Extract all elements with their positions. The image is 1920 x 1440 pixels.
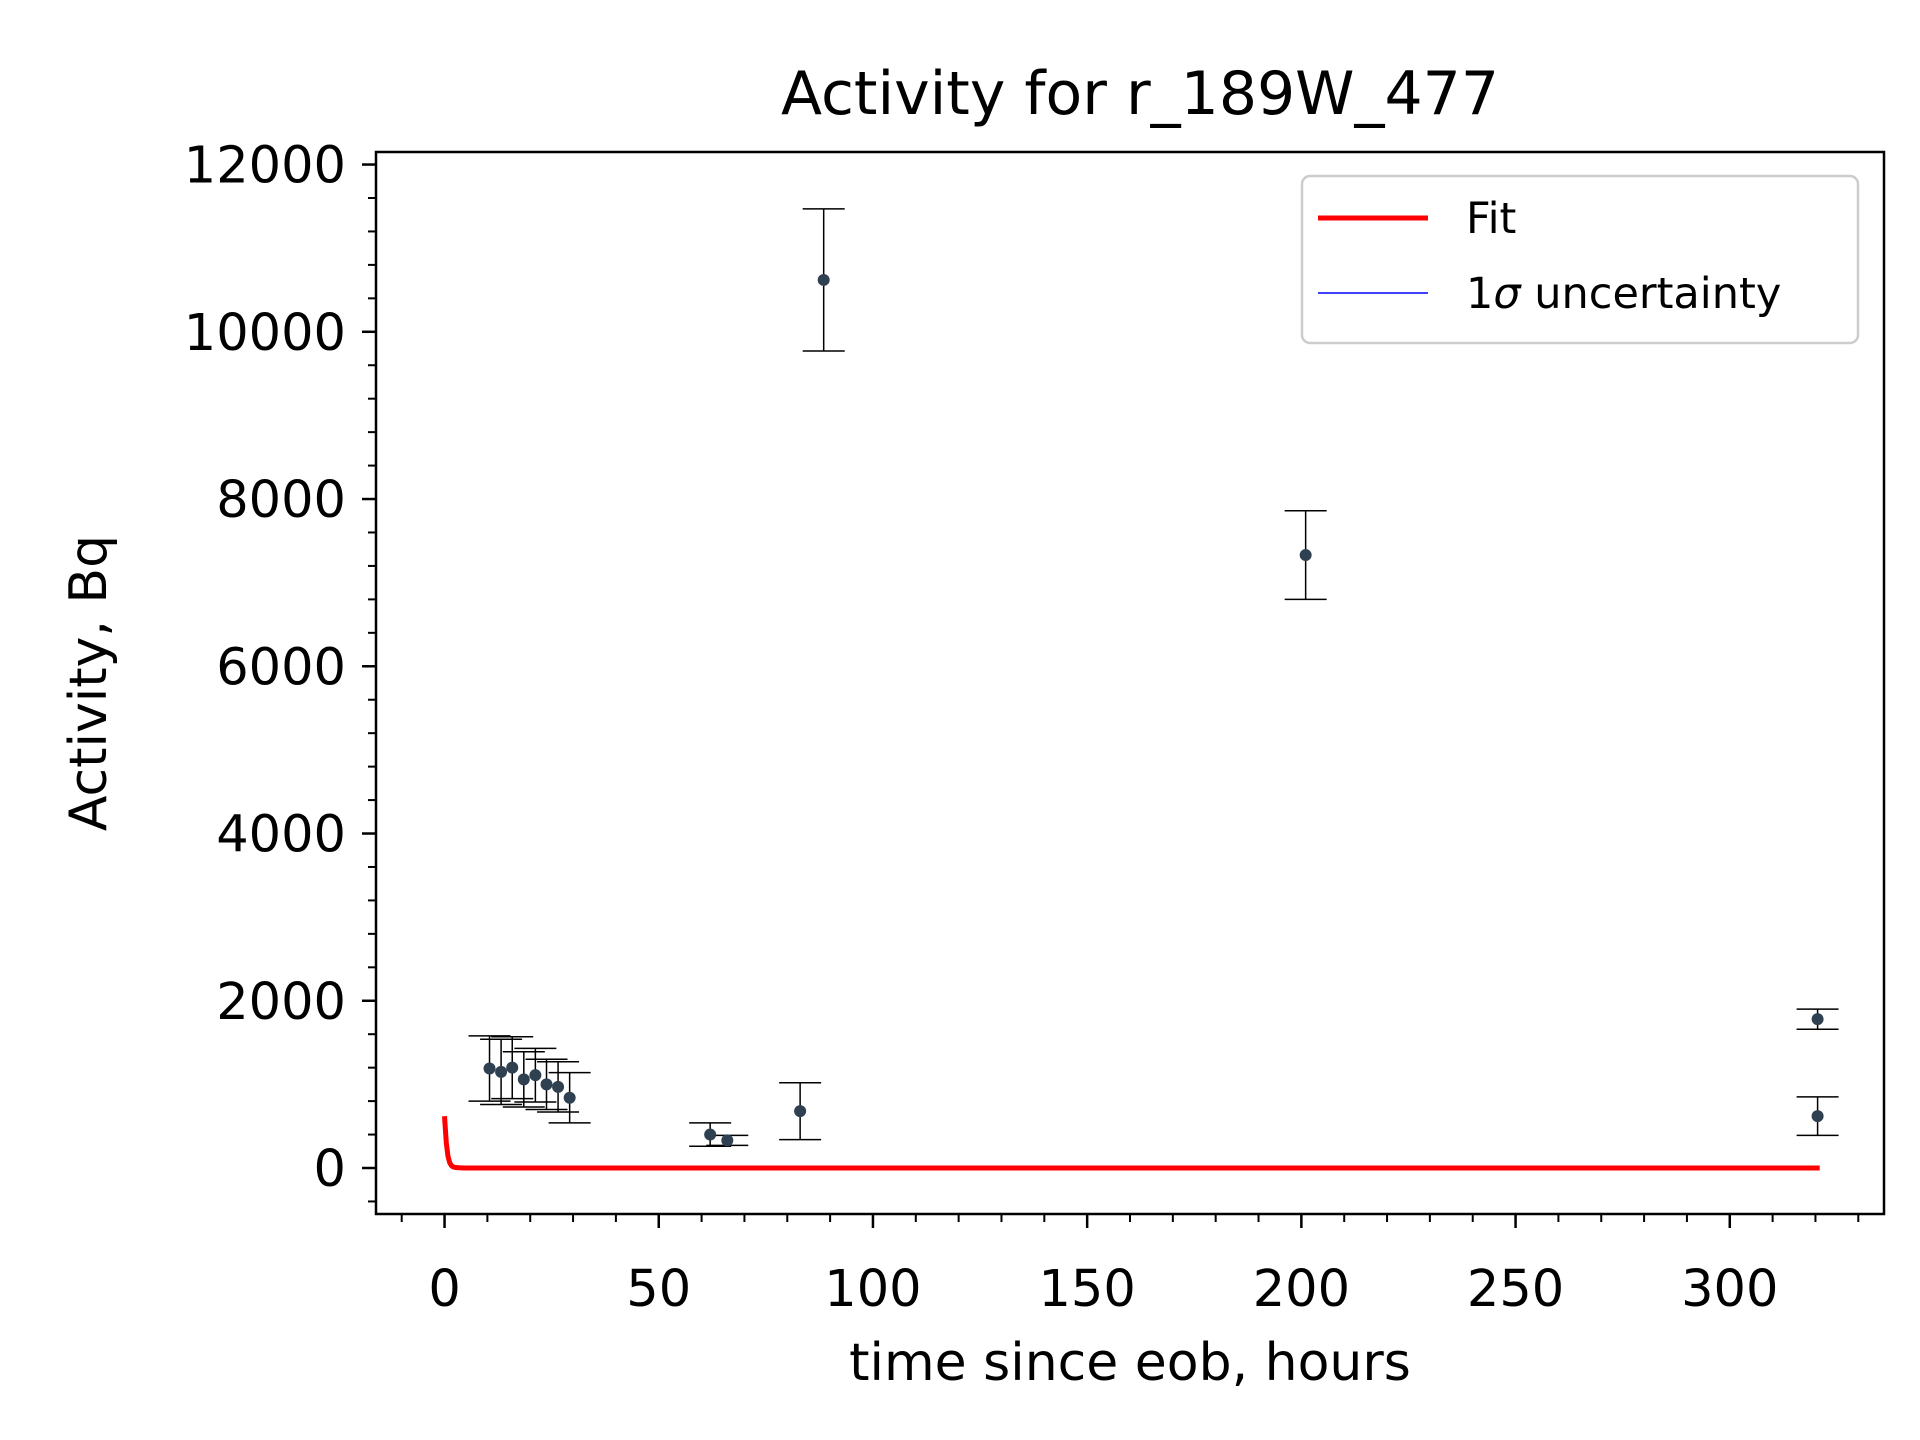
y-tick-label: 8000 xyxy=(216,471,346,530)
legend-uncertainty-prefix: 1 xyxy=(1466,269,1493,319)
chart-title: Activity for r_189W_477 xyxy=(781,59,1499,129)
data-point xyxy=(1811,1110,1824,1123)
y-tick-label: 10000 xyxy=(184,304,346,363)
data-point xyxy=(817,273,830,286)
x-minor-ticks xyxy=(400,1214,1860,1222)
y-tick-label: 2000 xyxy=(216,973,346,1032)
data-point xyxy=(721,1134,734,1147)
x-tick-label: 50 xyxy=(626,1260,691,1319)
data-point xyxy=(1299,549,1312,562)
y-tick-label: 4000 xyxy=(216,806,346,865)
y-axis-label: Activity, Bq xyxy=(59,535,119,831)
data-points xyxy=(483,273,1824,1147)
data-point xyxy=(517,1073,530,1086)
data-point xyxy=(529,1069,542,1082)
x-axis-label: time since eob, hours xyxy=(849,1333,1411,1393)
y-tick-label: 0 xyxy=(314,1140,346,1199)
x-tick-label: 150 xyxy=(1038,1260,1135,1319)
x-tick-label: 0 xyxy=(428,1260,460,1319)
data-point xyxy=(1811,1013,1824,1026)
data-point xyxy=(540,1078,553,1091)
x-axis-ticks: 0 50 100 150 200 250 300 xyxy=(428,1214,1778,1319)
y-axis-ticks: 0 2000 4000 6000 8000 10000 12000 xyxy=(184,137,376,1199)
data-point xyxy=(506,1061,519,1074)
legend-fit-label: Fit xyxy=(1466,194,1516,244)
data-point xyxy=(794,1105,807,1118)
y-tick-label: 12000 xyxy=(184,137,346,196)
legend-uncertainty-suffix: uncertainty xyxy=(1521,269,1782,319)
x-tick-label: 200 xyxy=(1253,1260,1350,1319)
x-tick-label: 100 xyxy=(824,1260,921,1319)
legend-uncertainty-label: 1σ uncertainty xyxy=(1466,269,1781,319)
data-point xyxy=(563,1091,576,1104)
fit-line xyxy=(442,1116,1820,1171)
data-point xyxy=(483,1062,496,1075)
y-minor-ticks xyxy=(368,196,376,1203)
data-point xyxy=(704,1128,717,1141)
error-bars xyxy=(468,208,1839,1148)
legend-box xyxy=(1300,174,1860,345)
legend-uncertainty-sigma: σ xyxy=(1493,269,1522,319)
x-tick-label: 250 xyxy=(1467,1260,1564,1319)
y-tick-label: 6000 xyxy=(216,638,346,697)
legend: Fit 1σ uncertainty xyxy=(1300,174,1860,345)
data-point xyxy=(495,1065,508,1078)
x-tick-label: 300 xyxy=(1681,1260,1778,1319)
data-point xyxy=(552,1080,565,1093)
